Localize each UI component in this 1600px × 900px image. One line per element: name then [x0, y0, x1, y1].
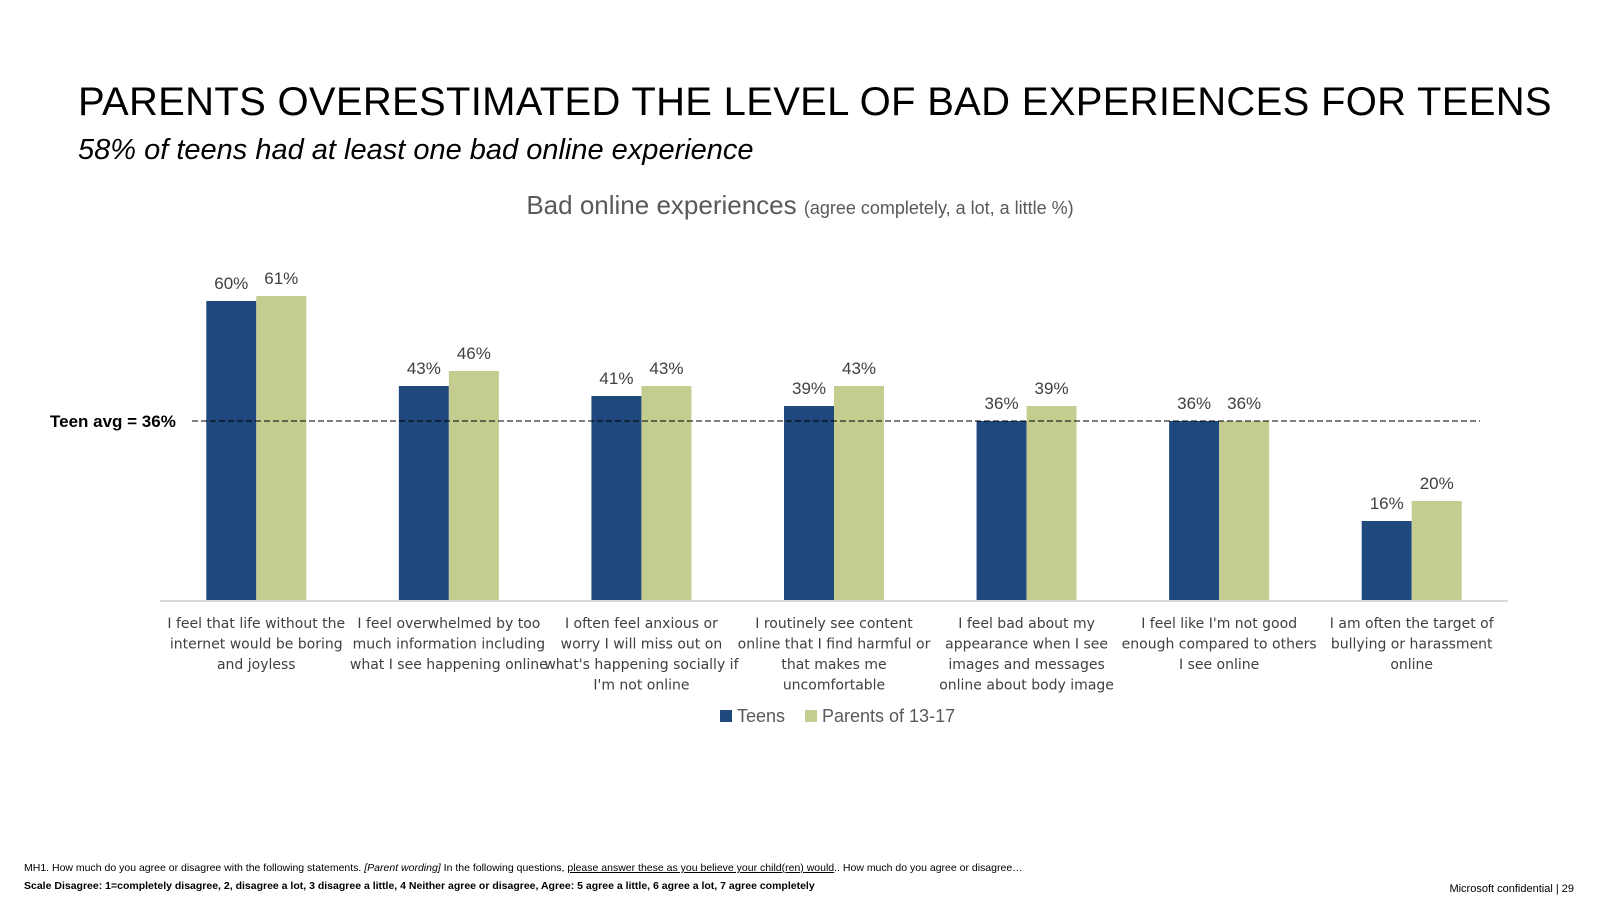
- data-label-parents-7: 20%: [1420, 474, 1454, 493]
- confidential-footer: Microsoft confidential | 29: [1449, 883, 1574, 895]
- confidential-label: Microsoft confidential: [1449, 883, 1553, 895]
- slide-subtitle: 58% of teens had at least one bad online…: [78, 134, 754, 166]
- bar-parents-of-13-17-1: [256, 296, 307, 601]
- scale-note: Scale Disagree: 1=completely disagree, 2…: [24, 880, 815, 892]
- page-number: 29: [1561, 883, 1574, 895]
- bar-teens-5: [976, 421, 1027, 601]
- data-label-parents-3: 43%: [649, 359, 683, 378]
- category-label-3: what's happening socially if: [544, 657, 739, 673]
- footer-separator: |: [1555, 883, 1559, 895]
- category-label-4: that makes me: [781, 657, 886, 673]
- teen-average-label: Teen avg = 36%: [50, 412, 176, 431]
- category-label-4: I routinely see content: [755, 616, 913, 632]
- category-label-4: online that I find harmful or: [738, 637, 931, 653]
- legend-label-teens: Teens: [737, 706, 785, 726]
- bar-teens-3: [591, 396, 642, 601]
- bar-chart: 60% 43% 41% 39% 36% 36% 16% 61% 46% 43% 43% 39% 36% 2…: [50, 269, 1508, 726]
- footnote: MH1. How much do you agree or disagree w…: [24, 862, 1023, 874]
- data-label-parents-4: 43%: [842, 359, 876, 378]
- category-label-1: and joyless: [217, 657, 296, 673]
- category-label-5: appearance when I see: [945, 637, 1108, 653]
- category-label-1: I feel that life without the: [167, 616, 345, 632]
- slide-title: PARENTS OVERESTIMATED THE LEVEL OF BAD E…: [78, 80, 1552, 124]
- data-label-parents-6: 36%: [1227, 394, 1261, 413]
- data-label-parents-2: 46%: [457, 344, 491, 363]
- category-label-2: I feel overwhelmed by too: [357, 616, 540, 632]
- bar-teens-6: [1169, 421, 1220, 601]
- category-label-6: I feel like I'm not good: [1141, 616, 1297, 632]
- footnote-underlined: please answer these as you believe your …: [567, 862, 835, 874]
- data-label-teens-3: 41%: [599, 369, 633, 388]
- footnote-text-2: In the following questions,: [440, 862, 568, 874]
- category-label-7: bullying or harassment: [1331, 637, 1493, 653]
- chart-title-note: (agree completely, a lot, a little %): [803, 198, 1074, 218]
- data-label-teens-6: 36%: [1177, 394, 1211, 413]
- category-label-4: uncomfortable: [783, 678, 885, 694]
- category-label-3: worry I will miss out on: [561, 637, 723, 653]
- data-label-teens-4: 39%: [792, 379, 826, 398]
- category-label-6: enough compared to others: [1122, 637, 1317, 653]
- category-label-3: I'm not online: [593, 678, 689, 694]
- data-label-teens-5: 36%: [985, 394, 1019, 413]
- category-label-2: what I see happening online: [350, 657, 548, 673]
- category-label-3: I often feel anxious or: [565, 616, 718, 632]
- category-label-7: online: [1390, 657, 1433, 673]
- footnote-text-3: .. How much do you agree or disagree…: [834, 862, 1023, 874]
- bar-teens-7: [1361, 521, 1412, 601]
- category-label-6: I see online: [1179, 657, 1259, 673]
- data-label-parents-1: 61%: [264, 269, 298, 288]
- data-label-teens-7: 16%: [1370, 494, 1404, 513]
- bar-parents-of-13-17-5: [1026, 406, 1077, 601]
- bar-parents-of-13-17-6: [1219, 421, 1270, 601]
- data-label-parents-5: 39%: [1035, 379, 1069, 398]
- category-label-7: I am often the target of: [1330, 616, 1495, 632]
- legend-swatch-teens: [720, 710, 732, 722]
- bar-parents-of-13-17-3: [641, 386, 692, 601]
- bar-teens-2: [398, 386, 449, 601]
- chart-title: Bad online experiences (agree completely…: [0, 190, 1600, 221]
- bar-teens-4: [784, 406, 834, 601]
- footnote-parent-wording: [Parent wording]: [364, 862, 441, 874]
- chart-title-main: Bad online experiences: [526, 190, 797, 220]
- legend-label-parents: Parents of 13-17: [822, 706, 955, 726]
- category-label-2: much information including: [353, 637, 546, 653]
- category-label-5: online about body image: [939, 678, 1114, 694]
- category-label-5: I feel bad about my: [958, 616, 1095, 632]
- data-label-teens-2: 43%: [407, 359, 441, 378]
- footnote-text-1: MH1. How much do you agree or disagree w…: [24, 862, 365, 874]
- legend-swatch-parents: [805, 710, 817, 722]
- bar-parents-of-13-17-7: [1411, 501, 1462, 601]
- category-label-5: images and messages: [948, 657, 1104, 673]
- category-label-1: internet would be boring: [170, 637, 343, 653]
- bar-parents-of-13-17-4: [834, 386, 884, 601]
- bar-teens-1: [206, 301, 257, 601]
- bar-parents-of-13-17-2: [448, 371, 499, 601]
- data-label-teens-1: 60%: [214, 274, 248, 293]
